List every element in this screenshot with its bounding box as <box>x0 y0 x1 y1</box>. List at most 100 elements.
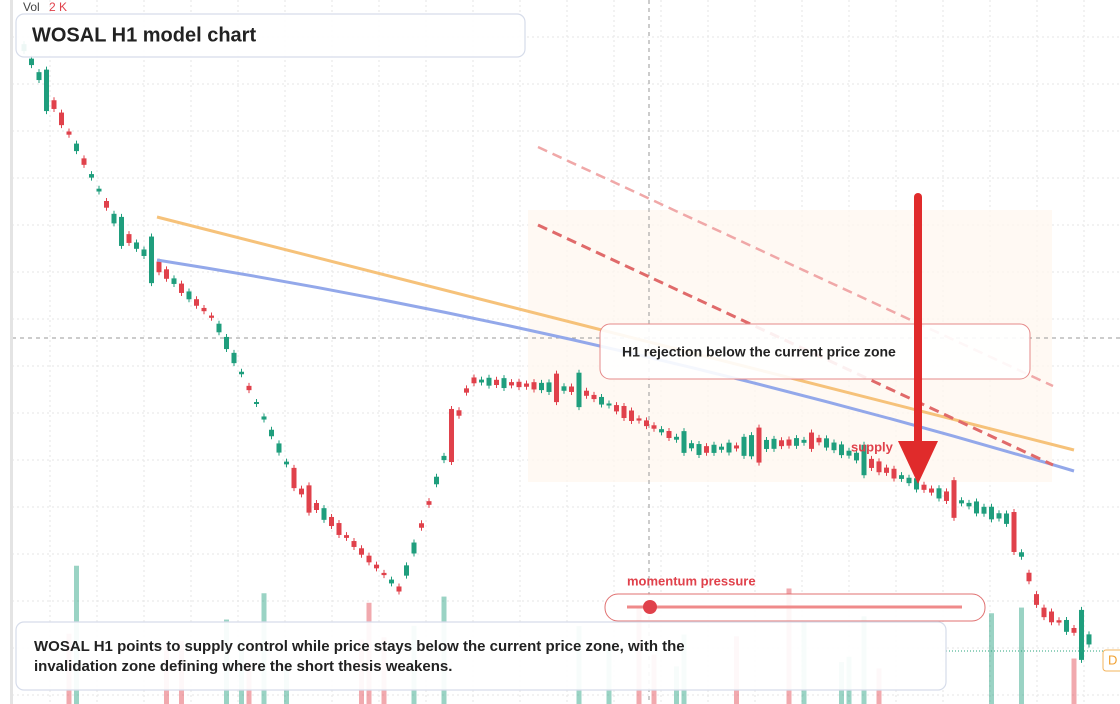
candle-body <box>629 410 634 421</box>
candle-body <box>44 69 49 112</box>
candle-body <box>831 442 837 451</box>
volume-bar <box>989 613 994 704</box>
candle-body <box>426 501 432 505</box>
candle-body <box>171 278 177 284</box>
candle-body <box>914 478 919 490</box>
candle-body <box>569 386 574 392</box>
candle-body <box>1019 552 1024 557</box>
candle-body <box>779 440 784 447</box>
candle-body <box>989 506 994 520</box>
red-dashed-line <box>537 223 1054 467</box>
candle-body <box>966 502 972 507</box>
candle-body <box>179 283 184 293</box>
candle-body <box>809 432 814 449</box>
candle-body <box>111 213 117 224</box>
price-tag <box>1102 649 1120 672</box>
candle-body <box>696 444 702 455</box>
candle-body <box>194 299 199 306</box>
candle-body <box>374 564 379 569</box>
candle-body <box>951 480 957 518</box>
slider-knob <box>643 600 657 614</box>
candle-body <box>419 523 424 528</box>
candle-body <box>509 382 514 386</box>
candle-body <box>524 383 529 387</box>
candle-body <box>659 429 664 433</box>
candle-body <box>876 461 882 473</box>
volume-label: Vol <box>23 0 40 14</box>
candle-body <box>614 405 619 412</box>
candle-body <box>899 475 904 479</box>
footer-line1: WOSAL H1 points to supply control while … <box>34 638 685 655</box>
candle-body <box>81 158 87 165</box>
candle-body <box>771 438 777 449</box>
candle-body <box>404 565 409 576</box>
candle-body <box>996 513 1002 519</box>
candle-body <box>786 439 792 446</box>
candle-body <box>1041 607 1047 618</box>
candle-body <box>756 427 762 463</box>
arrow-head <box>898 441 938 484</box>
candle-body <box>606 403 612 406</box>
candle-body <box>291 467 297 489</box>
candle-body <box>494 379 499 386</box>
candle-body <box>456 410 462 416</box>
candle-body <box>936 488 942 499</box>
candle-body <box>704 446 709 453</box>
price-tag-text: D <box>1108 652 1117 667</box>
candle-body <box>944 491 949 501</box>
candle-body <box>366 555 372 563</box>
candle-body <box>929 488 934 493</box>
candle-body <box>186 291 192 300</box>
candle-body <box>36 72 42 81</box>
candle-body <box>464 388 469 393</box>
candle-body <box>591 394 597 400</box>
candle-body <box>329 516 334 527</box>
candle-body <box>816 437 822 443</box>
candle-body <box>441 455 447 461</box>
candle-body <box>839 444 844 456</box>
candle-body <box>801 439 807 443</box>
candle-body <box>1034 594 1039 605</box>
footer-line2: invalidation zone defining where the sho… <box>34 658 452 675</box>
candle-body <box>516 381 522 388</box>
candle-body <box>576 372 582 408</box>
candle-body <box>276 443 282 453</box>
candle-body <box>1056 620 1062 623</box>
candle-body <box>794 438 799 446</box>
candle-body <box>284 461 289 465</box>
candle-body <box>666 431 672 438</box>
candle-body <box>719 446 724 450</box>
candle-body <box>29 58 34 66</box>
candle-body <box>846 450 852 456</box>
candle-body <box>299 488 304 495</box>
candle-body <box>269 429 274 437</box>
candle-body <box>741 436 747 456</box>
candle-body <box>134 242 139 249</box>
candle-body <box>261 416 267 420</box>
candle-body <box>314 503 319 510</box>
candle-body <box>681 431 687 453</box>
candle-body <box>501 378 507 389</box>
candle-body <box>1071 628 1077 633</box>
candle-body <box>711 444 717 453</box>
candle-body <box>531 382 537 390</box>
left-edge <box>10 0 13 704</box>
candle-body <box>854 452 859 461</box>
candle-body <box>621 405 627 419</box>
candle-body <box>644 420 649 427</box>
candle-body <box>434 476 439 485</box>
candle-body <box>396 586 402 592</box>
candle-body <box>389 579 394 584</box>
candle-body <box>254 401 259 405</box>
candle-body <box>59 112 64 126</box>
candle-body <box>359 548 364 555</box>
candle-body <box>1004 513 1009 524</box>
candle-body <box>1049 611 1054 623</box>
candle-body <box>149 236 154 284</box>
momentum-label: momentum pressure <box>627 573 756 588</box>
candle-body <box>89 174 94 178</box>
candle-body <box>584 390 589 396</box>
candle-body <box>869 458 874 468</box>
title-box <box>15 13 526 58</box>
